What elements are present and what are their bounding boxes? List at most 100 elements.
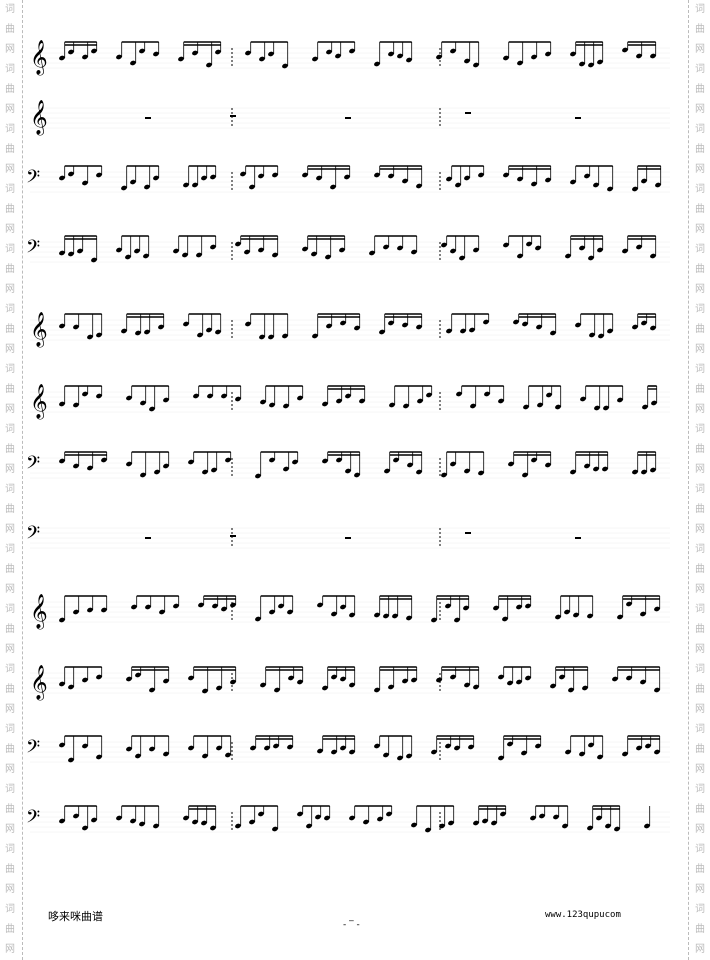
note-head — [565, 253, 571, 259]
page-number: - ‾ - — [343, 920, 360, 930]
bass-clef: 𝄢 — [26, 167, 40, 192]
note-head — [82, 180, 88, 186]
note-head — [517, 60, 523, 66]
note-head — [531, 181, 537, 187]
note-head — [642, 404, 648, 410]
note-head — [326, 323, 332, 329]
note-head — [192, 50, 198, 56]
note-head — [198, 602, 204, 608]
note-head — [182, 252, 188, 258]
note-head — [59, 175, 65, 181]
watermark-char: 网 — [695, 944, 705, 955]
note-head — [192, 182, 198, 188]
note-head — [331, 674, 337, 680]
note-head — [579, 61, 585, 67]
note-head — [116, 54, 122, 60]
note-head — [159, 609, 165, 615]
watermark-char: 网 — [695, 284, 705, 295]
note-head — [470, 403, 476, 409]
watermark-char: 网 — [695, 464, 705, 475]
note-head — [344, 174, 350, 180]
note-head — [588, 255, 594, 261]
note-head — [655, 182, 661, 188]
note-head — [654, 749, 660, 755]
note-head — [459, 255, 465, 261]
note-head — [317, 602, 323, 608]
watermark-char: 网 — [5, 524, 15, 535]
bass-clef: 𝄢 — [26, 737, 40, 762]
note-head — [249, 184, 255, 190]
treble-clef: 𝄞 — [30, 384, 48, 420]
watermark-char: 词 — [5, 4, 15, 15]
watermark-char: 网 — [695, 704, 705, 715]
note-head — [101, 607, 107, 613]
note-head — [330, 184, 336, 190]
note-head — [87, 465, 93, 471]
watermark-char: 网 — [5, 164, 15, 175]
note-head — [530, 815, 536, 821]
note-head — [140, 472, 146, 478]
note-head — [445, 603, 451, 609]
watermark-char: 词 — [695, 604, 705, 615]
note-head — [210, 244, 216, 250]
note-head — [388, 684, 394, 690]
watermark-char: 曲 — [695, 924, 705, 935]
note-head — [77, 248, 83, 254]
note-head — [68, 49, 74, 55]
note-head — [650, 467, 656, 473]
note-head — [316, 175, 322, 181]
watermark-char: 曲 — [5, 684, 15, 695]
watermark-char: 曲 — [695, 324, 705, 335]
watermark-char: 网 — [695, 644, 705, 655]
note-head — [478, 172, 484, 178]
watermark-char: 曲 — [5, 144, 15, 155]
note-head — [297, 395, 303, 401]
note-head — [383, 752, 389, 758]
note-head — [525, 603, 531, 609]
note-head — [469, 327, 475, 333]
note-head — [339, 247, 345, 253]
note-head — [143, 253, 149, 259]
watermark-char: 词 — [695, 124, 705, 135]
note-head — [278, 603, 284, 609]
note-head — [283, 403, 289, 409]
note-head — [250, 745, 256, 751]
note-head — [245, 50, 251, 56]
note-head — [153, 823, 159, 829]
note-head — [259, 56, 265, 62]
note-head — [411, 249, 417, 255]
note-head — [144, 184, 150, 190]
note-head — [483, 319, 489, 325]
note-head — [153, 51, 159, 57]
note-head — [636, 745, 642, 751]
note-head — [516, 679, 522, 685]
note-head — [593, 466, 599, 472]
note-head — [545, 51, 551, 57]
note-head — [183, 182, 189, 188]
note-head — [397, 245, 403, 251]
note-head — [539, 813, 545, 819]
note-head — [116, 815, 122, 821]
note-head — [126, 395, 132, 401]
note-head — [258, 173, 264, 179]
note-head — [537, 402, 543, 408]
note-head — [207, 393, 213, 399]
note-head — [564, 609, 570, 615]
watermark-char: 曲 — [695, 144, 705, 155]
watermark-char: 词 — [5, 484, 15, 495]
watermark-char: 词 — [695, 544, 705, 555]
note-head — [349, 815, 355, 821]
note-head — [178, 56, 184, 62]
note-head — [626, 601, 632, 607]
note-head — [383, 613, 389, 619]
note-head — [322, 458, 328, 464]
note-head — [269, 457, 275, 463]
note-head — [59, 742, 65, 748]
note-head — [59, 617, 65, 623]
note-head — [523, 404, 529, 410]
note-head — [59, 458, 65, 464]
note-head — [135, 330, 141, 336]
note-head — [565, 749, 571, 755]
note-head — [617, 614, 623, 620]
note-head — [87, 607, 93, 613]
